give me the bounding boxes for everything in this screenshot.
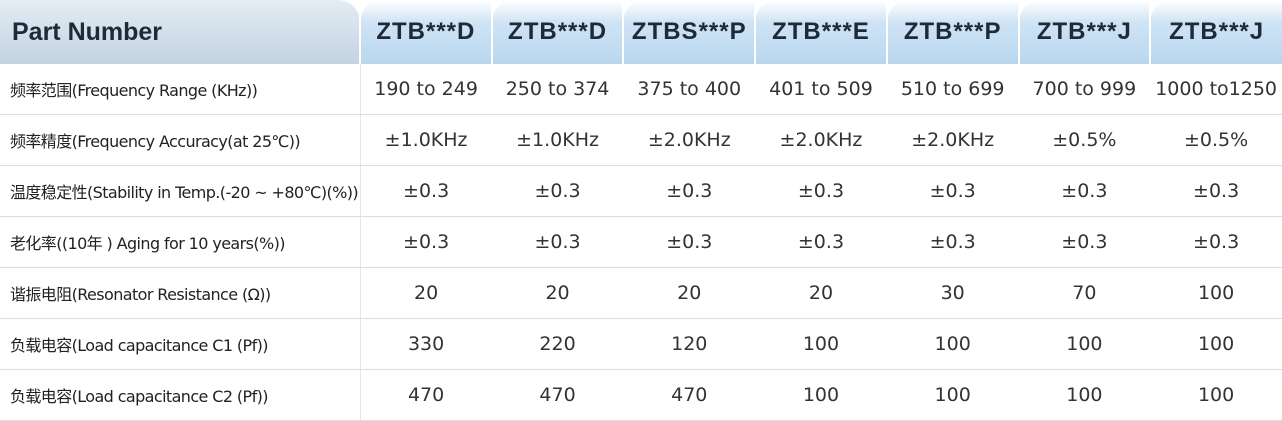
spec-value: 100 bbox=[886, 318, 1019, 370]
spec-row: 频率范围(Frequency Range (KHz)) 190 to 249 250… bbox=[0, 64, 1282, 115]
spec-value: 250 to 374 bbox=[491, 64, 624, 115]
spec-value: ±0.3 bbox=[886, 165, 1019, 217]
part-number: ZTB***J bbox=[1149, 0, 1282, 64]
spec-value: 700 to 999 bbox=[1018, 64, 1151, 115]
spec-label: 频率范围(Frequency Range (KHz)) bbox=[0, 64, 361, 115]
part-number: ZTB***D bbox=[359, 0, 492, 64]
spec-value: ±0.3 bbox=[755, 216, 887, 268]
spec-value: 220 bbox=[491, 318, 624, 370]
part-number: ZTBS***P bbox=[622, 0, 756, 64]
spec-label: 频率精度(Frequency Accuracy(at 25℃)) bbox=[0, 114, 361, 166]
spec-value: 470 bbox=[623, 369, 756, 421]
part-number: ZTB***J bbox=[1017, 0, 1151, 64]
spec-value: 470 bbox=[360, 369, 492, 421]
spec-value: ±2.0KHz bbox=[886, 114, 1019, 166]
spec-label: 老化率((10年 ) Aging for 10 years(%)) bbox=[0, 216, 361, 268]
spec-row: 温度稳定性(Stability in Temp.(-20 ~ +80℃)(%))… bbox=[0, 165, 1282, 217]
spec-value: 510 to 699 bbox=[886, 64, 1019, 115]
spec-value: ±2.0KHz bbox=[755, 114, 887, 166]
header-row: Part Number ZTB***D ZTB***D ZTBS***P ZTB***E… bbox=[0, 0, 1282, 64]
spec-value: 470 bbox=[491, 369, 624, 421]
spec-value: 20 bbox=[623, 267, 756, 319]
spec-value: 100 bbox=[1150, 318, 1282, 370]
spec-value: 120 bbox=[623, 318, 756, 370]
spec-value: ±0.3 bbox=[755, 165, 887, 217]
spec-value: ±0.3 bbox=[360, 216, 492, 268]
spec-value: ±0.3 bbox=[1150, 216, 1282, 268]
spec-value: ±0.3 bbox=[1150, 165, 1282, 217]
spec-value: ±0.3 bbox=[1018, 216, 1151, 268]
spec-value: 375 to 400 bbox=[623, 64, 756, 115]
spec-value: 20 bbox=[491, 267, 624, 319]
spec-value: ±1.0KHz bbox=[360, 114, 492, 166]
spec-value: 190 to 249 bbox=[360, 64, 492, 115]
part-number: ZTB***E bbox=[754, 0, 887, 64]
spec-value: ±0.3 bbox=[1018, 165, 1151, 217]
spec-value: ±1.0KHz bbox=[491, 114, 624, 166]
part-number: ZTB***D bbox=[490, 0, 624, 64]
spec-value: ±0.3 bbox=[886, 216, 1019, 268]
spec-value: 100 bbox=[755, 369, 887, 421]
spec-value: 20 bbox=[755, 267, 887, 319]
spec-row: 负载电容(Load capacitance C1 (Pf)) 330 220 120 1… bbox=[0, 318, 1282, 370]
spec-value: 401 to 509 bbox=[755, 64, 887, 115]
spec-value: 1000 to1250 bbox=[1150, 64, 1282, 115]
spec-value: 100 bbox=[886, 369, 1019, 421]
spec-value: 100 bbox=[1018, 369, 1151, 421]
spec-value: 100 bbox=[1150, 267, 1282, 319]
spec-value: 100 bbox=[1018, 318, 1151, 370]
spec-value: 30 bbox=[886, 267, 1019, 319]
spec-label: 温度稳定性(Stability in Temp.(-20 ~ +80℃)(%)) bbox=[0, 165, 361, 217]
spec-value: ±0.5% bbox=[1018, 114, 1151, 166]
spec-row: 谐振电阻(Resonator Resistance (Ω)) 20 20 20 20 30… bbox=[0, 267, 1282, 319]
spec-value: 100 bbox=[1150, 369, 1282, 421]
part-number: ZTB***P bbox=[885, 0, 1019, 64]
spec-value: ±0.3 bbox=[623, 216, 756, 268]
spec-value: ±0.3 bbox=[360, 165, 492, 217]
spec-label: 负载电容(Load capacitance C2 (Pf)) bbox=[0, 369, 361, 421]
spec-value: 100 bbox=[755, 318, 887, 370]
spec-label: 负载电容(Load capacitance C1 (Pf)) bbox=[0, 318, 361, 370]
spec-value: 70 bbox=[1018, 267, 1151, 319]
spec-label: 谐振电阻(Resonator Resistance (Ω)) bbox=[0, 267, 361, 319]
spec-value: ±0.3 bbox=[491, 165, 624, 217]
header-label: Part Number bbox=[0, 0, 360, 64]
spec-value: ±2.0KHz bbox=[623, 114, 756, 166]
spec-row: 负载电容(Load capacitance C2 (Pf)) 470 470 470 1… bbox=[0, 369, 1282, 421]
spec-value: ±0.5% bbox=[1150, 114, 1282, 166]
spec-row: 老化率((10年 ) Aging for 10 years(%)) ±0.3 ±0.… bbox=[0, 216, 1282, 268]
spec-value: ±0.3 bbox=[623, 165, 756, 217]
spec-value: 330 bbox=[360, 318, 492, 370]
spec-value: 20 bbox=[360, 267, 492, 319]
spec-value: ±0.3 bbox=[491, 216, 624, 268]
spec-row: 频率精度(Frequency Accuracy(at 25℃)) ±1.0KHz ±… bbox=[0, 114, 1282, 166]
